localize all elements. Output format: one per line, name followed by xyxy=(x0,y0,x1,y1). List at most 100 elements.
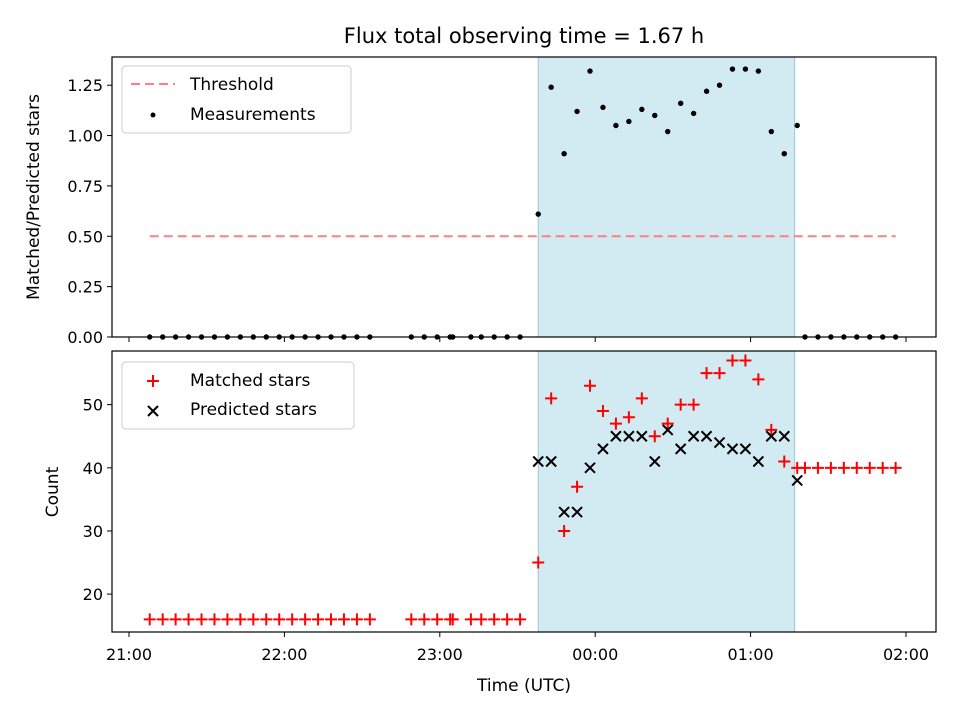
predicted-star-point xyxy=(610,430,622,442)
measurement-point xyxy=(665,128,671,135)
matched-star-point xyxy=(418,613,431,626)
measurement-point xyxy=(639,106,645,113)
matched-star-point xyxy=(584,379,597,392)
matched-star-point xyxy=(286,613,299,626)
matched-star-point xyxy=(726,354,739,367)
matched-star-point xyxy=(208,613,221,626)
matched-star-point xyxy=(350,613,363,626)
legend-predicted-label: Predicted stars xyxy=(190,400,317,420)
measurement-point xyxy=(703,88,710,94)
measurement-point xyxy=(716,82,723,88)
measurement-point xyxy=(587,68,593,74)
predicted-star-point xyxy=(545,455,557,468)
matched-star-point xyxy=(876,461,889,474)
top-legend: Threshold Measurements xyxy=(121,65,352,134)
predicted-star-point xyxy=(687,430,700,442)
matched-star-point xyxy=(824,461,837,474)
measurement-point xyxy=(781,150,787,157)
x-tick-label: 23:00 xyxy=(417,645,463,664)
matched-star-point xyxy=(545,392,558,405)
matched-star-point xyxy=(609,417,622,430)
bottom-y-axis-label: Count xyxy=(43,466,63,517)
measurement-point xyxy=(794,122,800,129)
bottom-panel: 20 30 40 50 21:00 22:00 23:00 00:00 01:00 02:00 C… xyxy=(43,350,937,696)
measurement-point xyxy=(690,110,697,117)
matched-star-point xyxy=(687,398,700,411)
legend-matched-swatch xyxy=(147,375,159,387)
matched-star-point xyxy=(405,613,418,626)
matched-star-point xyxy=(363,613,376,626)
measurement-point xyxy=(729,66,736,72)
matched-star-point xyxy=(169,613,182,626)
bottom-y-tick-label: 20 xyxy=(83,585,103,604)
measurement-point xyxy=(742,66,749,72)
matched-star-point xyxy=(156,613,169,626)
matched-star-point xyxy=(325,613,338,626)
measurement-point xyxy=(548,84,554,90)
measurement-point xyxy=(613,122,619,129)
matched-star-point xyxy=(700,367,713,380)
matched-star-point xyxy=(234,613,247,626)
predicted-star-point xyxy=(700,430,713,442)
top-plot-frame xyxy=(111,56,937,338)
bottom-y-tick-label: 30 xyxy=(83,522,103,541)
predicted-star-point xyxy=(791,474,803,487)
matched-star-point xyxy=(312,613,325,626)
matched-star-point xyxy=(273,613,286,626)
measurement-point xyxy=(600,104,606,111)
predicted-star-point xyxy=(752,455,765,468)
predicted-star-point xyxy=(739,443,752,455)
bottom-legend: Matched stars Predicted stars xyxy=(121,361,355,430)
legend-predicted-swatch xyxy=(147,405,159,417)
matched-star-point xyxy=(143,613,156,626)
matched-star-point xyxy=(713,367,726,380)
matched-star-point xyxy=(635,392,648,405)
top-y-tick-label: 0.50 xyxy=(67,227,103,246)
top-y-tick-label: 0.00 xyxy=(67,328,103,347)
measurement-point xyxy=(768,128,775,135)
count-points xyxy=(143,354,902,626)
matched-star-point xyxy=(260,613,273,626)
matched-star-point xyxy=(299,613,312,626)
bottom-plot-frame xyxy=(111,350,937,633)
matched-star-point xyxy=(850,461,863,474)
predicted-star-point xyxy=(636,430,648,442)
matched-star-point xyxy=(661,417,674,430)
x-tick-label: 00:00 xyxy=(572,645,618,664)
measurement-point xyxy=(652,112,658,119)
predicted-star-point xyxy=(571,506,583,518)
top-y-tick-label: 0.25 xyxy=(67,278,103,297)
matched-star-point xyxy=(475,613,488,626)
matched-star-point xyxy=(337,613,350,626)
predicted-star-point xyxy=(674,443,687,455)
matched-star-point xyxy=(837,461,850,474)
bottom-axes: 20 30 40 50 21:00 22:00 23:00 00:00 01:00 02:00 xyxy=(83,396,929,664)
predicted-star-point xyxy=(765,430,778,442)
matched-star-point xyxy=(765,423,778,436)
matched-star-point xyxy=(739,354,752,367)
matched-star-point xyxy=(514,613,527,626)
top-y-tick-label: 1.00 xyxy=(67,127,103,146)
matched-star-point xyxy=(195,613,208,626)
matched-star-point xyxy=(431,613,444,626)
predicted-star-point xyxy=(662,424,674,436)
predicted-star-point xyxy=(558,506,570,518)
matched-star-point xyxy=(778,455,791,468)
predicted-star-point xyxy=(584,462,596,474)
matched-star-point xyxy=(863,461,876,474)
matched-star-point xyxy=(488,613,501,626)
matched-star-point xyxy=(752,373,765,386)
x-tick-label: 22:00 xyxy=(261,645,307,664)
predicted-star-point xyxy=(532,455,544,468)
bottom-legend-box xyxy=(121,361,355,430)
predicted-star-point xyxy=(649,455,661,468)
legend-measurements-swatch xyxy=(150,112,156,118)
top-y-tick-label: 0.75 xyxy=(67,177,103,196)
matched-star-point xyxy=(648,430,661,443)
predicted-star-point xyxy=(623,430,635,442)
measurement-point xyxy=(561,150,567,157)
matched-star-point xyxy=(221,613,234,626)
x-tick-label: 21:00 xyxy=(106,645,152,664)
top-observing-window xyxy=(537,56,796,338)
